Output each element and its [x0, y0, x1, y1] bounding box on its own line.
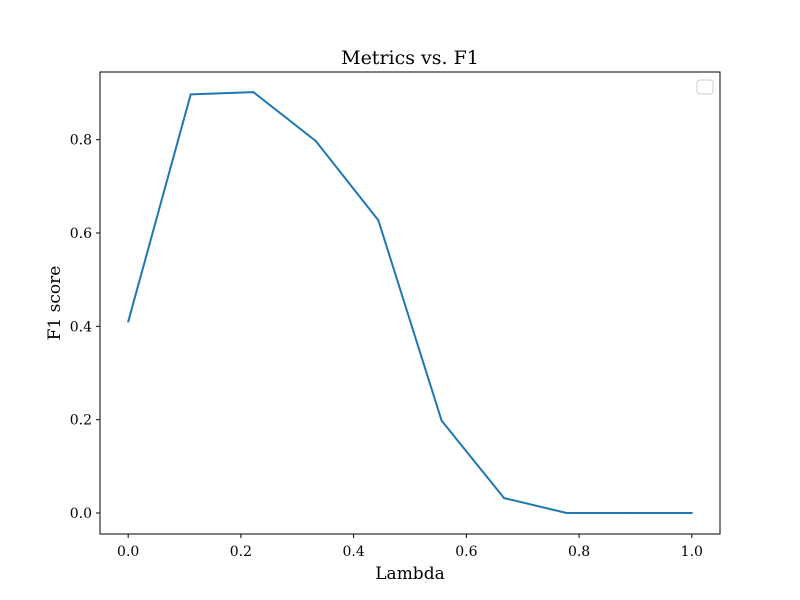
x-axis-label: Lambda: [375, 564, 444, 584]
y-tick-label: 0.6: [70, 226, 92, 242]
x-tick-label: 0.8: [568, 544, 590, 560]
x-tick-label: 1.0: [681, 544, 703, 560]
series-line: [127, 91, 692, 514]
data-point: [127, 320, 130, 323]
x-tick-label: 0.2: [230, 544, 252, 560]
plot-frame: [99, 71, 721, 535]
data-point: [189, 93, 192, 96]
data-point: [690, 512, 693, 514]
y-axis-label: F1 score: [45, 266, 65, 341]
data-point: [628, 512, 631, 514]
y-tick-label: 0.2: [70, 413, 92, 429]
series-points: [127, 91, 693, 514]
data-point: [503, 497, 506, 500]
y-tick-label: 0.0: [70, 506, 92, 522]
data-point: [565, 512, 568, 514]
x-tick-label: 0.6: [455, 544, 477, 560]
chart-title: Metrics vs. F1: [341, 47, 479, 69]
x-tick-label: 0.0: [117, 544, 139, 560]
data-point: [440, 419, 443, 422]
x-axis: 0.0 0.2 0.4 0.6 0.8 1.0: [117, 534, 703, 560]
legend: [696, 79, 714, 95]
y-tick-label: 0.4: [70, 319, 92, 335]
x-tick-label: 0.4: [343, 544, 365, 560]
y-axis: 0.0 0.2 0.4 0.6 0.8: [70, 133, 100, 522]
y-tick-label: 0.8: [70, 133, 92, 149]
data-point: [252, 91, 255, 94]
data-point: [377, 219, 380, 222]
data-point: [314, 140, 317, 143]
